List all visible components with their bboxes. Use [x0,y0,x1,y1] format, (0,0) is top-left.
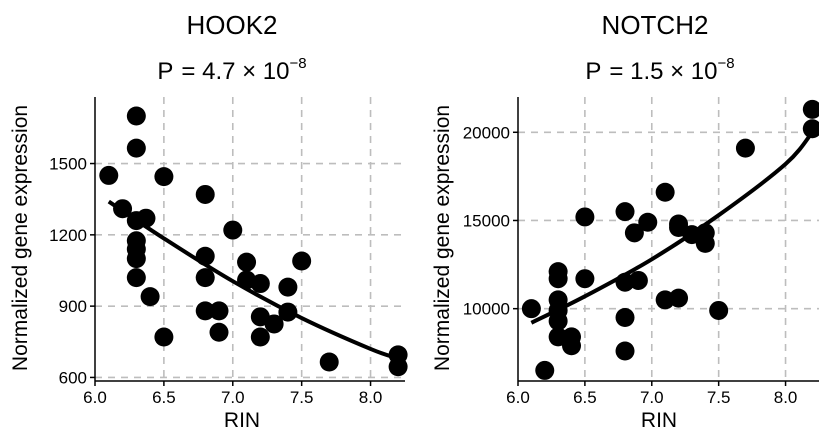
data-point-hook2 [154,167,174,187]
fit-curve-hook2 [107,199,399,361]
plot-area-notch2: 6.0 6.5 7.0 7.5 8.0 10000 15000 20000 [463,97,819,407]
x-axis-label-notch2: RIN [641,409,677,432]
chart-title-hook2: HOOK2 [186,10,277,40]
y-axis-label-hook2: Normalized gene expression [9,105,32,371]
x-tick-label-notch2: 7.5 [707,388,731,407]
y-axis-label-notch2: Normalized gene expression [431,105,454,371]
data-point-notch2 [655,182,675,202]
data-point-notch2 [548,327,568,347]
data-point-notch2 [735,138,755,158]
data-point-hook2 [237,252,257,272]
data-point-notch2 [628,270,648,290]
x-tick-label-hook2: 7.0 [221,388,245,407]
pvalue-exponent-notch2: −8 [718,55,735,72]
panel-notch2: NOTCH2 P = 1.5 × 10−8 6.0 6.5 7.0 7.5 8.0 1000… [431,10,819,432]
data-point-hook2 [126,268,146,288]
y-tick-label-hook2: 600 [59,368,87,387]
data-point-hook2 [278,277,298,297]
pvalue-mantissa-hook2: = 4.7 × 10 [181,58,289,85]
data-point-notch2 [695,233,715,253]
data-point-notch2 [669,288,689,308]
data-point-hook2 [140,287,160,307]
pvalue-prefix-notch2: P [585,58,601,85]
x-tick-label-hook2: 8.0 [359,388,383,407]
data-point-notch2 [548,311,568,331]
data-point-hook2 [195,268,215,288]
data-point-notch2 [548,269,568,289]
data-point-hook2 [195,301,215,321]
pvalue-exponent-hook2: −8 [290,55,307,72]
y-tick-label-hook2: 900 [59,297,87,316]
data-point-notch2 [638,212,658,232]
data-point-hook2 [250,327,270,347]
data-point-notch2 [802,99,819,119]
y-tick-label-hook2: 1200 [49,226,87,245]
x-axis-label-hook2: RIN [224,409,260,432]
chart-title-notch2: NOTCH2 [602,10,709,40]
data-point-hook2 [209,322,229,342]
x-tick-label-hook2: 6.5 [152,388,176,407]
data-point-notch2 [615,307,635,327]
data-point-hook2 [223,220,243,240]
panel-hook2: HOOK2 P = 4.7 × 10−8 6.0 6.5 7.0 7.5 8.0 600 90… [9,10,408,432]
data-point-hook2 [388,357,408,377]
x-tick-label-hook2: 7.5 [290,388,314,407]
data-point-hook2 [195,184,215,204]
data-point-notch2 [535,360,555,380]
plot-area-hook2: 6.0 6.5 7.0 7.5 8.0 600 900 1200 1500 [49,97,408,407]
data-point-hook2 [126,249,146,269]
data-point-notch2 [562,336,582,356]
data-point-hook2 [126,138,146,158]
y-tick-label-notch2: 20000 [463,123,510,142]
data-point-hook2 [292,251,312,271]
pvalue-prefix-hook2: P [157,58,173,85]
x-tick-label-notch2: 6.5 [573,388,597,407]
data-point-hook2 [319,352,339,372]
data-point-notch2 [709,300,729,320]
pvalue-notch2: P = 1.5 × 10−8 [585,55,734,85]
x-tick-label-notch2: 7.0 [640,388,664,407]
pvalue-mantissa-notch2: = 1.5 × 10 [609,58,717,85]
fit-curve-notch2 [530,130,814,325]
y-tick-label-notch2: 15000 [463,211,510,230]
data-point-hook2 [250,274,270,294]
x-tick-label-notch2: 6.0 [506,388,530,407]
data-point-notch2 [624,223,644,243]
y-tick-label-notch2: 10000 [463,300,510,319]
data-point-hook2 [264,314,284,334]
data-point-hook2 [126,106,146,126]
data-point-notch2 [615,202,635,222]
pvalue-hook2: P = 4.7 × 10−8 [157,55,306,85]
data-point-notch2 [802,119,819,139]
x-tick-label-hook2: 6.0 [83,388,107,407]
data-point-notch2 [575,269,595,289]
data-point-notch2 [521,299,541,319]
data-point-hook2 [209,301,229,321]
x-tick-label-notch2: 8.0 [774,388,798,407]
data-point-notch2 [575,207,595,227]
data-point-notch2 [615,341,635,361]
data-point-hook2 [154,327,174,347]
data-point-hook2 [99,165,119,185]
y-tick-label-hook2: 1500 [49,155,87,174]
